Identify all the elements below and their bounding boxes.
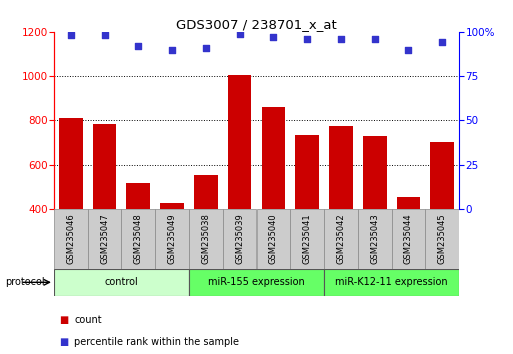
Text: percentile rank within the sample: percentile rank within the sample xyxy=(74,337,240,347)
Point xyxy=(269,34,278,40)
Bar xyxy=(363,136,386,209)
Bar xyxy=(430,143,454,209)
Title: GDS3007 / 238701_x_at: GDS3007 / 238701_x_at xyxy=(176,18,337,31)
Bar xyxy=(329,126,353,209)
Bar xyxy=(256,209,290,269)
Bar xyxy=(88,209,122,269)
Text: GSM235048: GSM235048 xyxy=(134,213,143,264)
Bar xyxy=(189,209,223,269)
Text: GSM235038: GSM235038 xyxy=(201,213,210,264)
Point xyxy=(67,33,75,38)
Point xyxy=(370,36,379,42)
Text: GSM235047: GSM235047 xyxy=(100,213,109,264)
Bar xyxy=(290,209,324,269)
Bar xyxy=(189,269,324,296)
Point xyxy=(168,47,176,52)
Bar xyxy=(425,209,459,269)
Text: miR-155 expression: miR-155 expression xyxy=(208,277,305,287)
Text: GSM235045: GSM235045 xyxy=(438,213,447,264)
Text: GSM235049: GSM235049 xyxy=(168,213,176,264)
Point xyxy=(337,36,345,42)
Text: ■: ■ xyxy=(59,337,68,347)
Bar xyxy=(194,175,218,209)
Text: GSM235042: GSM235042 xyxy=(337,213,345,264)
Bar xyxy=(391,209,425,269)
Point xyxy=(438,40,446,45)
Bar xyxy=(93,124,116,209)
Bar xyxy=(262,107,285,209)
Point xyxy=(404,47,412,52)
Bar xyxy=(358,209,391,269)
Text: ■: ■ xyxy=(59,315,68,325)
Bar xyxy=(324,209,358,269)
Text: GSM235044: GSM235044 xyxy=(404,213,413,264)
Text: GSM235043: GSM235043 xyxy=(370,213,379,264)
Bar xyxy=(160,203,184,209)
Text: GSM235046: GSM235046 xyxy=(66,213,75,264)
Text: GSM235040: GSM235040 xyxy=(269,213,278,264)
Bar xyxy=(324,269,459,296)
Bar xyxy=(54,269,189,296)
Text: miR-K12-11 expression: miR-K12-11 expression xyxy=(336,277,448,287)
Bar xyxy=(127,183,150,209)
Text: protocol: protocol xyxy=(5,277,45,287)
Bar xyxy=(54,209,88,269)
Text: control: control xyxy=(105,277,139,287)
Bar xyxy=(59,118,83,209)
Text: count: count xyxy=(74,315,102,325)
Point xyxy=(303,36,311,42)
Point xyxy=(235,31,244,36)
Point xyxy=(202,45,210,51)
Point xyxy=(101,33,109,38)
Bar xyxy=(295,135,319,209)
Bar xyxy=(155,209,189,269)
Bar xyxy=(397,197,420,209)
Text: GSM235039: GSM235039 xyxy=(235,213,244,264)
Bar xyxy=(228,75,251,209)
Bar xyxy=(223,209,256,269)
Bar xyxy=(122,209,155,269)
Point xyxy=(134,43,143,49)
Text: GSM235041: GSM235041 xyxy=(303,213,312,264)
